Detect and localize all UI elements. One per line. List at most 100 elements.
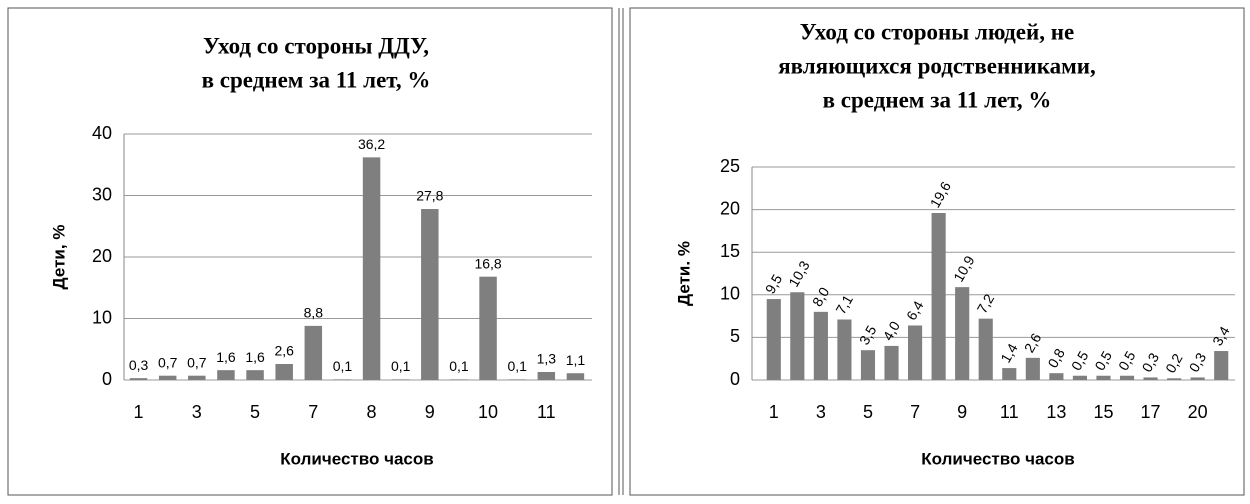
bar (246, 370, 264, 380)
y-tick-label: 20 (92, 246, 112, 266)
y-tick-label: 10 (92, 307, 112, 327)
y-axis-title: Дети. % (674, 241, 693, 306)
bar (537, 372, 556, 380)
value-label: 3,5 (856, 322, 880, 347)
right-panel (629, 7, 1245, 496)
value-label: 0,1 (449, 358, 469, 374)
value-label: 4,0 (879, 318, 903, 343)
chart-title: Уход со стороны людей, не (800, 19, 1074, 44)
y-tick-label: 0 (730, 369, 740, 389)
value-label: 0,5 (1068, 348, 1092, 373)
value-label: 36,2 (358, 136, 385, 152)
bar (837, 319, 852, 380)
bar (766, 299, 781, 380)
bar (479, 276, 497, 380)
value-label: 0,3 (129, 357, 149, 373)
value-label: 0,7 (187, 354, 207, 370)
x-axis-title: Количество часов (280, 449, 433, 468)
x-tick-label: 8 (367, 402, 377, 422)
value-label: 2,6 (1021, 330, 1045, 355)
x-tick-label: 7 (910, 402, 920, 422)
value-label: 10,9 (950, 253, 978, 285)
x-tick-label: 17 (1141, 402, 1161, 422)
x-tick-label: 7 (308, 402, 318, 422)
bar (1072, 375, 1087, 380)
value-label: 1,4 (997, 340, 1021, 365)
value-label: 19,6 (927, 179, 955, 211)
bar (1119, 375, 1135, 380)
value-label: 1,3 (537, 351, 557, 367)
left-panel (7, 7, 613, 496)
bar (158, 375, 177, 380)
chart-title: в среднем за 11 лет, % (823, 87, 1052, 112)
value-label: 2,6 (274, 343, 294, 359)
y-tick-label: 25 (720, 156, 740, 176)
value-label: 0,5 (1115, 348, 1139, 373)
y-tick-label: 15 (720, 241, 740, 261)
x-tick-label: 20 (1188, 402, 1208, 422)
bar (304, 325, 323, 380)
chart-title: являющихся родственниками, (778, 53, 1096, 78)
bar (1025, 357, 1040, 380)
x-tick-label: 11 (1000, 402, 1019, 422)
bar (129, 378, 148, 380)
value-label: 0,1 (507, 358, 527, 374)
bar (1167, 378, 1182, 380)
bar (421, 209, 439, 380)
x-tick-label: 5 (250, 402, 260, 422)
x-tick-label: 11 (537, 402, 556, 422)
value-label: 3,4 (1209, 323, 1233, 348)
bar (790, 292, 805, 380)
value-label: 1,6 (216, 349, 236, 365)
bar (1143, 377, 1158, 380)
y-tick-label: 5 (730, 326, 740, 346)
x-tick-label: 3 (192, 402, 202, 422)
value-label: 10,3 (785, 258, 813, 290)
bar (931, 213, 946, 380)
bar (1096, 375, 1111, 380)
value-label: 0,2 (1162, 351, 1186, 376)
bar (1214, 351, 1229, 380)
x-tick-label: 9 (425, 402, 435, 422)
value-label: 27,8 (416, 188, 443, 204)
bar (391, 379, 410, 380)
bar (955, 287, 970, 380)
value-label: 1,1 (566, 352, 586, 368)
x-tick-label: 1 (134, 402, 144, 422)
bar (362, 157, 381, 380)
value-label: 0,7 (158, 354, 178, 370)
chart-title: в среднем за 11 лет, % (202, 67, 431, 92)
bar (188, 375, 206, 380)
y-tick-label: 10 (720, 284, 740, 304)
y-tick-label: 20 (720, 198, 740, 218)
bar (450, 379, 468, 380)
value-label: 0,8 (1044, 345, 1068, 370)
bar (275, 364, 293, 380)
bar (508, 379, 526, 380)
value-label: 7,1 (832, 292, 856, 317)
x-tick-label: 9 (957, 402, 967, 422)
bar (813, 311, 828, 380)
bar (1049, 373, 1064, 380)
bar (333, 379, 352, 380)
bar (884, 345, 899, 380)
x-tick-label: 10 (478, 402, 498, 422)
value-label: 9,5 (762, 271, 786, 296)
x-tick-label: 15 (1093, 402, 1113, 422)
value-label: 0,1 (333, 358, 353, 374)
y-axis-title: Дети, % (49, 225, 68, 290)
value-label: 8,0 (809, 284, 833, 309)
value-label: 0,3 (1139, 350, 1163, 375)
bar (908, 325, 923, 380)
y-tick-label: 30 (92, 184, 112, 204)
bar (566, 373, 585, 380)
x-axis-title: Количество часов (921, 449, 1074, 468)
x-tick-label: 3 (816, 402, 826, 422)
value-label: 0,5 (1091, 348, 1115, 373)
value-label: 8,8 (304, 305, 324, 321)
chart-title: Уход со стороны ДДУ, (203, 33, 429, 58)
y-tick-label: 40 (92, 123, 112, 143)
bar (217, 370, 235, 380)
x-tick-label: 1 (769, 402, 779, 422)
